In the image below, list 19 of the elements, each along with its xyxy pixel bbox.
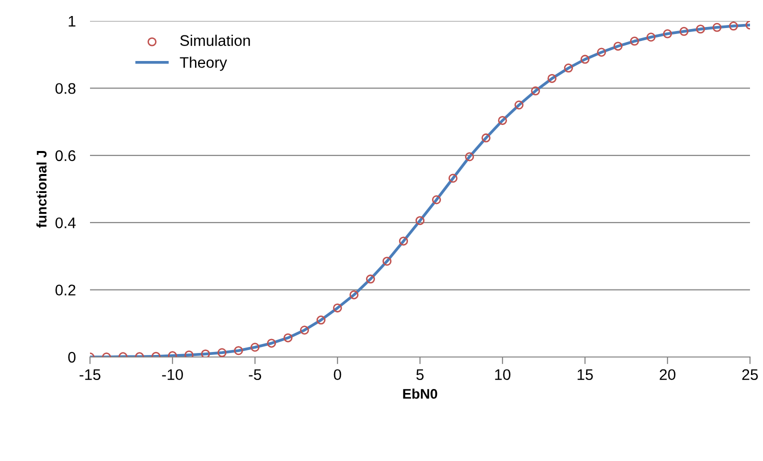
- x-tick-label: -5: [248, 369, 262, 380]
- x-tick-label: -10: [162, 369, 183, 380]
- x-tick-label: 20: [660, 369, 676, 380]
- x-tick-label: -15: [80, 369, 100, 380]
- y-tick-label: 0.6: [55, 150, 76, 162]
- legend-label: Theory: [180, 56, 228, 71]
- x-tick-label: 5: [416, 369, 424, 380]
- y-tick-label: 0.4: [55, 217, 76, 228]
- legend-label: Simulation: [180, 34, 250, 46]
- y-tick-label: 0.2: [55, 284, 76, 296]
- y-axis-title: functional J: [36, 150, 47, 228]
- x-axis-title: EbN0: [403, 388, 438, 399]
- y-tick-label: 0.8: [55, 83, 76, 94]
- x-tick-label: 10: [495, 369, 510, 380]
- x-tick-label: 0: [334, 369, 342, 380]
- x-tick-label: 25: [742, 369, 758, 380]
- y-tick-label: 0: [68, 352, 76, 363]
- x-tick-label: 15: [578, 369, 593, 380]
- y-tick-label: 1: [68, 16, 76, 27]
